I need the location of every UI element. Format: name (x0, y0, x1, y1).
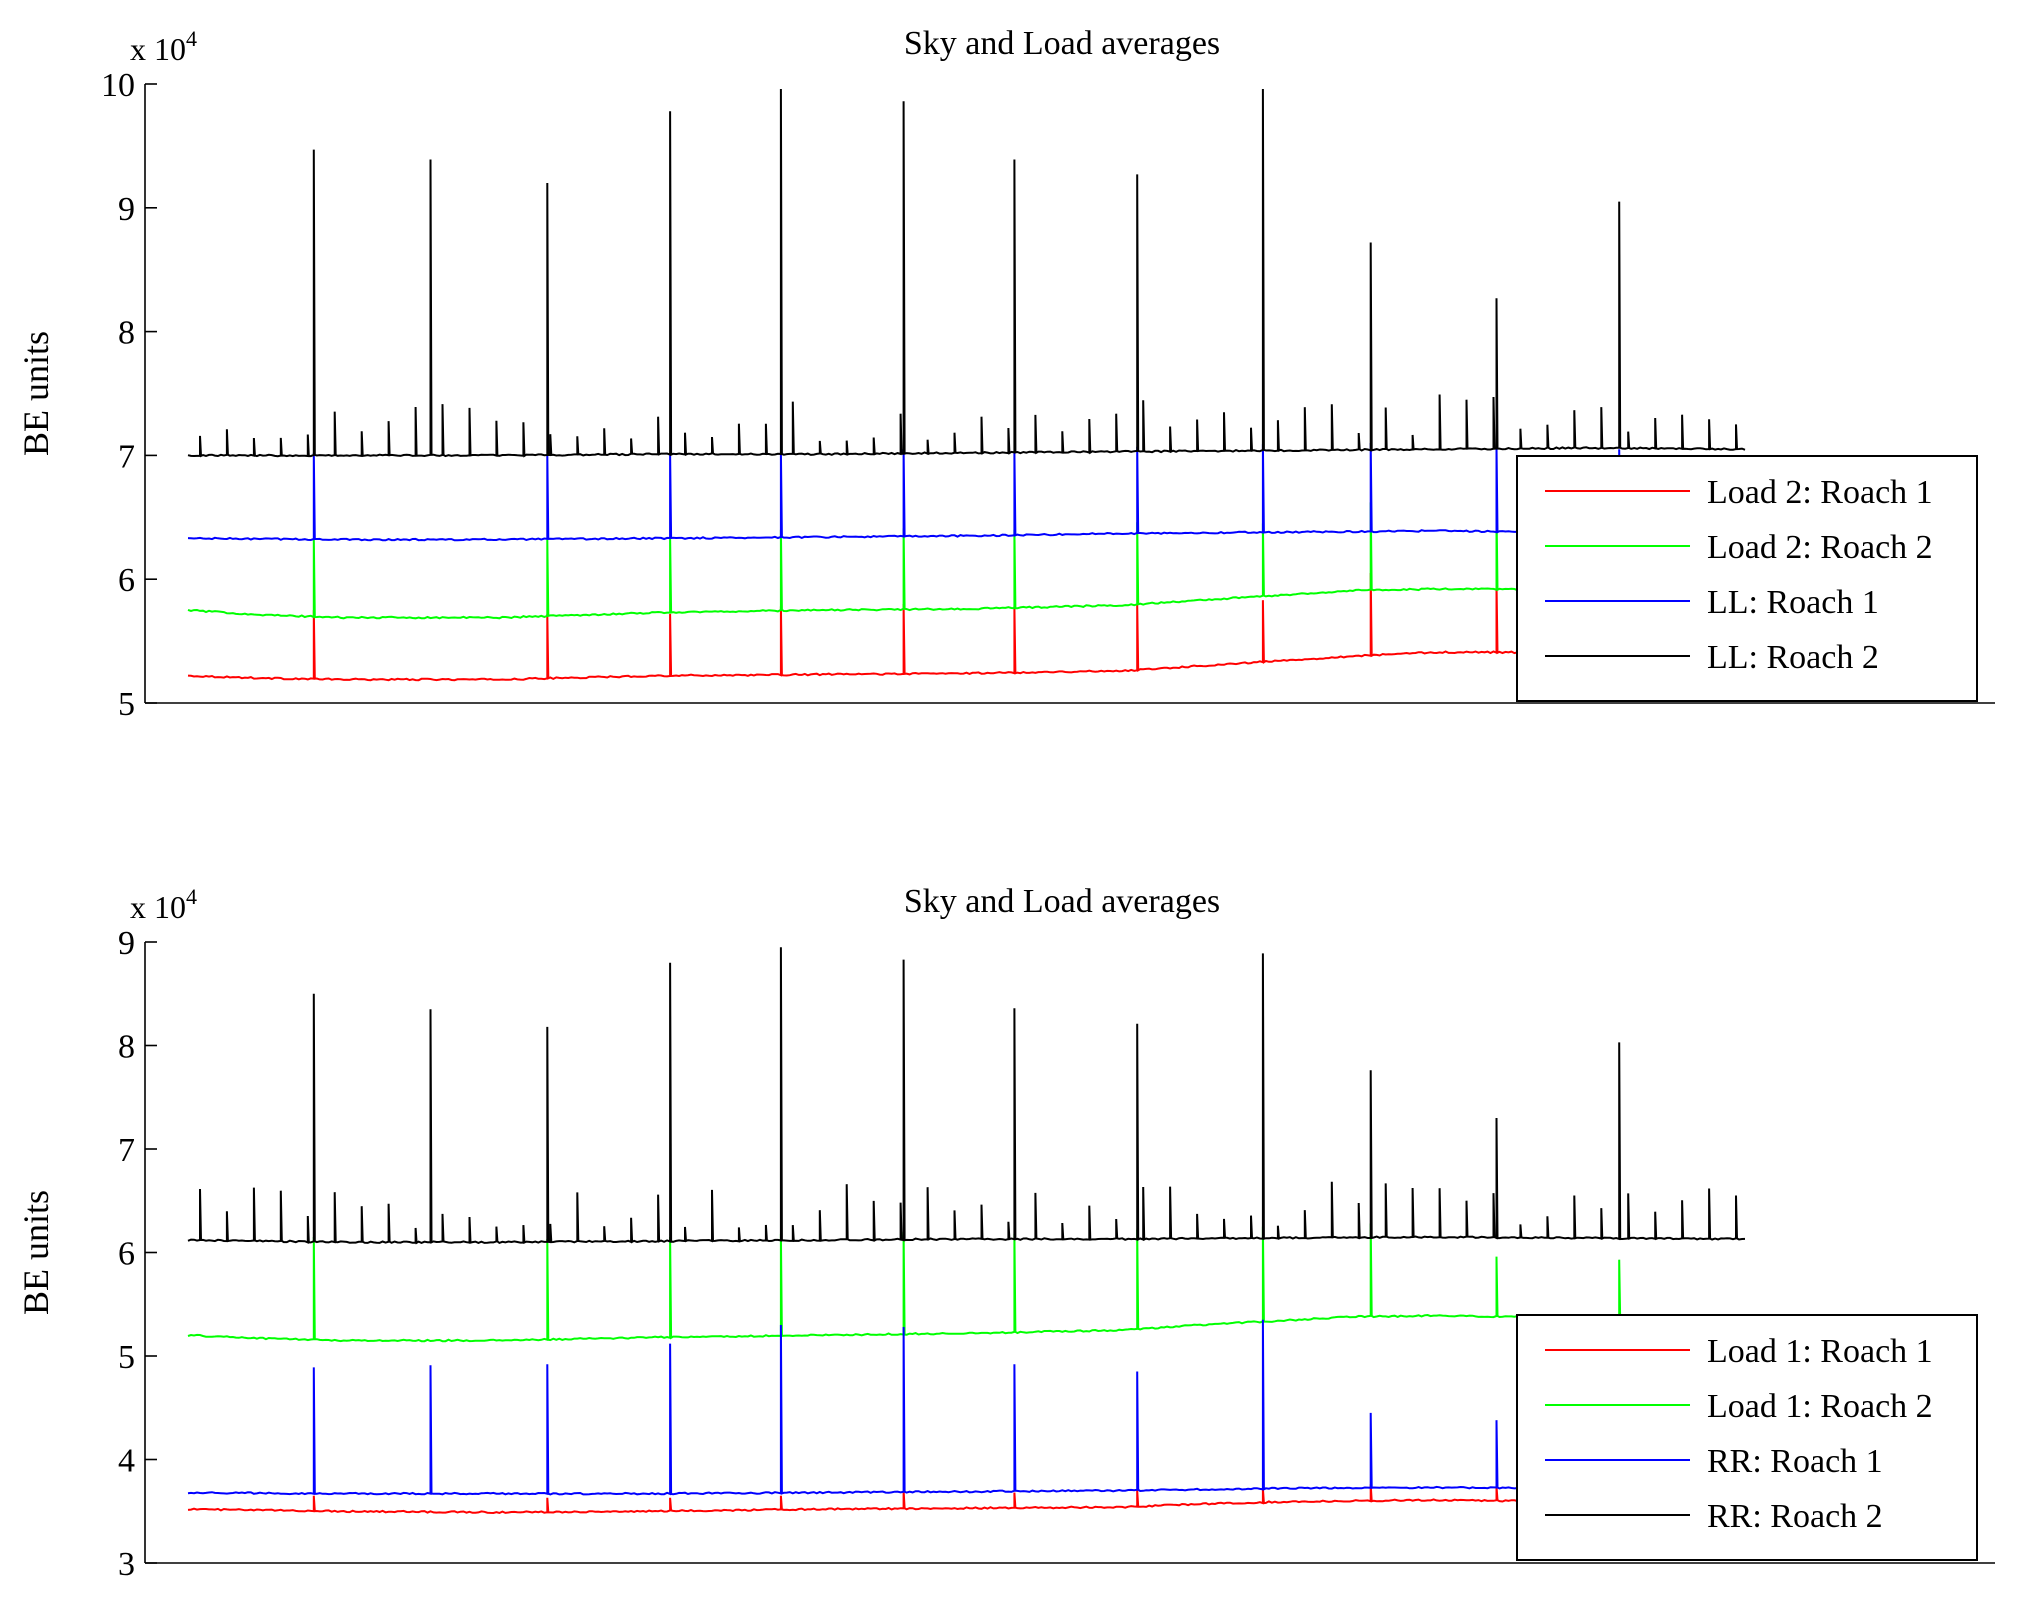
y-tick-label: 8 (118, 315, 135, 352)
y-exponent-power: 4 (186, 26, 197, 51)
y-tick-label: 6 (118, 1236, 135, 1273)
y-tick-label: 6 (118, 562, 135, 599)
y-tick-label: 10 (101, 67, 135, 104)
y-exponent-power: 4 (186, 884, 197, 909)
series-line-4 (187, 88, 1746, 458)
series-line-1 (187, 572, 1746, 682)
legend-entry-label: RR: Roach 1 (1707, 1443, 1883, 1480)
y-tick-label: 5 (118, 1339, 135, 1376)
series-line-2 (187, 502, 1746, 620)
y-tick-label: 5 (118, 686, 135, 723)
y-exponent-label: x 104 (130, 884, 197, 925)
legend-entry-label: Load 2: Roach 1 (1707, 474, 1933, 511)
y-tick-label: 9 (118, 925, 135, 962)
series-line-1 (187, 1484, 1746, 1515)
legend-entry-label: Load 1: Roach 1 (1707, 1333, 1933, 1370)
series-line-4 (187, 947, 1746, 1245)
y-axis-label: BE units (16, 331, 56, 456)
legend-entry-label: RR: Roach 2 (1707, 1498, 1883, 1535)
legend-entry-label: Load 1: Roach 2 (1707, 1388, 1933, 1425)
chart-title: Sky and Load averages (904, 25, 1220, 62)
legend-entry-label: LL: Roach 2 (1707, 639, 1879, 676)
y-tick-label: 7 (118, 1132, 135, 1169)
chart-title: Sky and Load averages (904, 883, 1220, 920)
series-line-2 (187, 1223, 1746, 1343)
y-exponent-label: x 104 (130, 26, 197, 67)
y-exponent-base: x 10 (130, 889, 186, 925)
y-axis-label: BE units (16, 1190, 56, 1315)
y-tick-label: 7 (118, 438, 135, 475)
y-tick-label: 3 (118, 1546, 135, 1583)
series-line-3 (187, 1319, 1746, 1496)
legend-entry-label: LL: Roach 1 (1707, 584, 1879, 621)
y-exponent-base: x 10 (130, 31, 186, 67)
legend-box (1516, 1314, 1978, 1561)
legend-entry-label: Load 2: Roach 2 (1707, 529, 1933, 566)
y-tick-label: 4 (118, 1443, 135, 1480)
chart-panel-1: 5 6 7 8 9 10x 104 Sky and Load averages BE unit… (16, 25, 1995, 723)
y-tick-label: 9 (118, 191, 135, 228)
series-line-3 (187, 442, 1746, 542)
legend-box (1516, 455, 1978, 702)
y-tick-label: 8 (118, 1029, 135, 1066)
